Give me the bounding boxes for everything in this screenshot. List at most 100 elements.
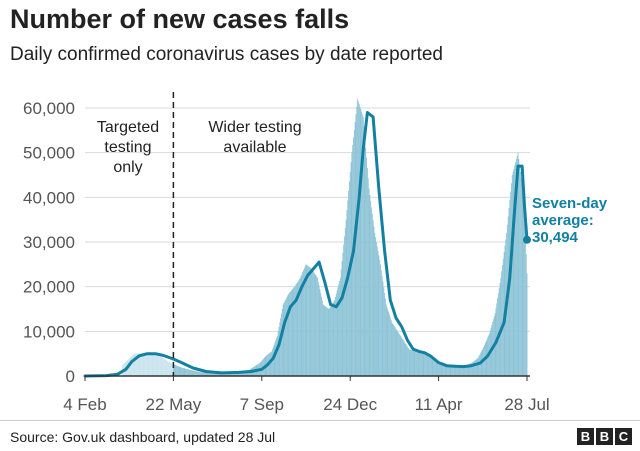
daily-case-bar	[156, 354, 158, 376]
daily-case-bar	[285, 298, 287, 376]
daily-case-bar	[213, 372, 214, 376]
daily-case-bar	[401, 337, 403, 376]
daily-case-bar	[207, 372, 209, 376]
daily-case-bar	[358, 104, 360, 377]
daily-case-bar	[466, 365, 467, 376]
daily-case-bar	[184, 368, 186, 376]
daily-case-bar	[289, 292, 291, 376]
daily-case-bar	[377, 250, 379, 376]
daily-case-bar	[135, 353, 137, 376]
daily-case-bar	[417, 351, 419, 376]
daily-case-bar	[381, 275, 383, 376]
daily-case-bar	[189, 369, 191, 376]
daily-case-bar	[355, 114, 357, 376]
daily-case-bar	[271, 351, 273, 376]
daily-case-bar	[323, 305, 325, 376]
daily-case-bar	[283, 302, 285, 376]
daily-case-bar	[440, 363, 442, 376]
daily-case-bar	[524, 216, 525, 376]
bbc-logo-letter: C	[615, 428, 632, 445]
seven-day-average-line	[83, 111, 529, 378]
daily-case-bar	[165, 360, 167, 376]
daily-case-bar	[526, 273, 528, 376]
daily-case-bar	[307, 265, 309, 376]
daily-case-bar	[474, 360, 476, 376]
daily-case-bar	[437, 361, 439, 376]
daily-case-bar	[416, 351, 418, 376]
daily-case-bar	[405, 344, 407, 376]
daily-case-bar	[321, 300, 323, 376]
daily-case-bar	[368, 188, 370, 376]
daily-case-bar	[170, 362, 172, 376]
daily-case-bar	[445, 365, 447, 376]
daily-case-bar	[209, 372, 210, 376]
daily-case-bar	[473, 361, 475, 376]
daily-case-bar	[213, 372, 215, 376]
daily-case-bar	[340, 269, 342, 376]
daily-case-bar	[425, 353, 426, 376]
daily-case-bar	[398, 333, 400, 376]
daily-case-bar	[188, 369, 190, 376]
daily-case-bar	[197, 371, 199, 376]
daily-case-bar	[362, 116, 364, 376]
footer: Source: Gov.uk dashboard, updated 28 Jul…	[0, 420, 640, 451]
daily-case-bar	[446, 365, 448, 376]
annotation-seven-day-average: 30,494	[532, 229, 579, 246]
daily-case-bar	[298, 280, 300, 376]
daily-case-bar	[426, 354, 428, 376]
daily-case-bar	[435, 360, 437, 376]
daily-case-bar	[166, 360, 168, 376]
daily-case-bar	[168, 362, 170, 376]
daily-case-bar	[280, 317, 282, 376]
daily-case-bar	[525, 254, 527, 376]
daily-case-bar	[282, 304, 284, 376]
daily-case-bar	[399, 335, 401, 376]
daily-case-bar	[209, 372, 211, 376]
annotation-targeted-testing: Targeted	[97, 119, 159, 136]
daily-case-bar	[160, 357, 162, 376]
annotation-targeted-testing: testing	[104, 139, 151, 156]
daily-case-bar	[306, 264, 308, 376]
daily-case-bar	[523, 197, 525, 376]
daily-case-bar	[432, 358, 434, 376]
daily-case-bar	[427, 354, 429, 376]
daily-case-bar	[453, 365, 455, 376]
daily-case-bar	[360, 109, 362, 377]
daily-case-bar	[312, 270, 313, 376]
seven-day-average-endpoint	[523, 235, 531, 244]
daily-case-bar	[412, 350, 414, 376]
daily-case-bar	[467, 364, 469, 376]
bbc-logo-letter: B	[577, 428, 594, 445]
daily-case-bar	[218, 372, 220, 376]
daily-case-bar	[142, 352, 144, 376]
daily-case-bar	[309, 267, 311, 376]
annotation-wider-testing: Wider testing	[208, 119, 301, 136]
daily-case-bar	[376, 246, 378, 376]
daily-case-bar	[151, 353, 153, 376]
daily-case-bar	[180, 367, 182, 376]
daily-case-bar	[436, 361, 438, 376]
daily-case-bar	[178, 366, 180, 376]
daily-case-bar	[371, 207, 372, 376]
daily-case-bar	[431, 358, 433, 376]
daily-case-bar	[362, 114, 363, 376]
daily-case-bar	[174, 364, 176, 376]
daily-case-bar	[316, 276, 318, 376]
daily-case-bar	[177, 365, 178, 376]
daily-case-bar	[423, 352, 425, 376]
daily-case-bar	[164, 359, 166, 376]
x-tick-label: 28 Jul	[504, 395, 549, 414]
daily-case-bar	[333, 301, 335, 376]
daily-case-bar	[524, 235, 526, 376]
daily-case-bar	[449, 365, 451, 376]
daily-case-bar	[361, 111, 363, 376]
daily-case-bar	[369, 194, 371, 376]
daily-case-bar	[382, 281, 384, 376]
daily-case-bar	[195, 370, 196, 376]
daily-case-bar	[452, 365, 453, 376]
chart-title: Number of new cases falls	[10, 4, 350, 34]
annotation-seven-day-average: average:	[532, 212, 594, 229]
daily-case-bar	[152, 353, 154, 376]
daily-case-bar	[141, 353, 142, 376]
daily-case-bar	[328, 309, 330, 376]
